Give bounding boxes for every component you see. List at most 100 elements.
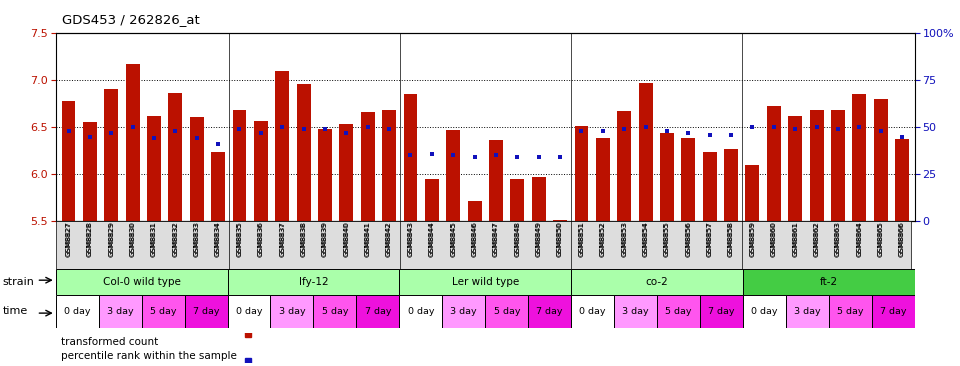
Bar xyxy=(142,295,184,328)
Text: 7 day: 7 day xyxy=(537,307,563,315)
Text: Col-0 wild type: Col-0 wild type xyxy=(103,277,180,287)
Text: GSM8857: GSM8857 xyxy=(707,221,712,257)
Text: GSM8862: GSM8862 xyxy=(813,223,820,257)
Bar xyxy=(105,89,118,221)
Bar xyxy=(126,64,139,221)
Bar xyxy=(190,117,204,221)
Text: 5 day: 5 day xyxy=(665,307,692,315)
Bar xyxy=(318,129,332,221)
Bar xyxy=(271,295,314,328)
Bar xyxy=(253,120,268,221)
Text: GSM8830: GSM8830 xyxy=(130,221,135,257)
Text: ft-2: ft-2 xyxy=(820,277,838,287)
Text: GSM8865: GSM8865 xyxy=(877,221,884,257)
Bar xyxy=(489,141,503,221)
Text: GSM8856: GSM8856 xyxy=(685,221,691,257)
Text: 3 day: 3 day xyxy=(794,307,821,315)
Text: 3 day: 3 day xyxy=(278,307,305,315)
Bar xyxy=(468,201,482,221)
Text: GSM8853: GSM8853 xyxy=(621,223,627,257)
Bar xyxy=(743,269,915,295)
Bar xyxy=(614,295,658,328)
Bar xyxy=(895,139,909,221)
Text: GSM8844: GSM8844 xyxy=(429,223,435,257)
Bar xyxy=(61,101,76,221)
Text: GSM8864: GSM8864 xyxy=(856,221,862,257)
Text: GSM8863: GSM8863 xyxy=(835,221,841,257)
Bar xyxy=(184,295,228,328)
Bar xyxy=(228,295,271,328)
Bar xyxy=(767,107,780,221)
Bar xyxy=(83,122,97,221)
Text: GSM8861: GSM8861 xyxy=(792,221,798,257)
Text: GSM8849: GSM8849 xyxy=(536,223,541,257)
Bar xyxy=(829,295,872,328)
Bar xyxy=(168,93,182,221)
Bar xyxy=(831,110,845,221)
Text: GSM8844: GSM8844 xyxy=(429,221,435,257)
Text: GSM8829: GSM8829 xyxy=(108,221,114,257)
Text: GSM8861: GSM8861 xyxy=(792,223,798,257)
Text: GSM8833: GSM8833 xyxy=(194,221,200,257)
Bar xyxy=(809,110,824,221)
Text: GSM8847: GSM8847 xyxy=(493,223,499,257)
Bar xyxy=(446,130,460,221)
Text: GSM8835: GSM8835 xyxy=(236,221,243,257)
Bar xyxy=(638,83,653,221)
Text: 0 day: 0 day xyxy=(408,307,434,315)
Bar xyxy=(340,124,353,221)
Text: GSM8842: GSM8842 xyxy=(386,221,392,257)
Text: GSM8852: GSM8852 xyxy=(600,223,606,257)
Bar xyxy=(617,111,631,221)
Text: 0 day: 0 day xyxy=(580,307,606,315)
Text: GSM8858: GSM8858 xyxy=(728,221,734,257)
Text: GSM8859: GSM8859 xyxy=(750,223,756,257)
Text: GSM8836: GSM8836 xyxy=(258,221,264,257)
Text: GSM8834: GSM8834 xyxy=(215,221,221,257)
Bar xyxy=(276,71,289,221)
Bar xyxy=(874,99,888,221)
Text: GSM8866: GSM8866 xyxy=(900,223,905,257)
Text: co-2: co-2 xyxy=(646,277,668,287)
Text: GSM8827: GSM8827 xyxy=(65,221,71,257)
Text: GSM8841: GSM8841 xyxy=(365,223,371,257)
Bar xyxy=(232,110,247,221)
Text: GSM8827: GSM8827 xyxy=(65,223,71,257)
Text: GSM8854: GSM8854 xyxy=(642,223,649,257)
Text: GSM8832: GSM8832 xyxy=(173,223,179,257)
Bar xyxy=(852,94,866,221)
Text: GSM8833: GSM8833 xyxy=(194,223,200,257)
Bar xyxy=(399,269,571,295)
Text: GSM8839: GSM8839 xyxy=(322,223,328,257)
Text: GSM8848: GSM8848 xyxy=(515,221,520,257)
Text: GSM8849: GSM8849 xyxy=(536,221,541,257)
Text: GSM8840: GSM8840 xyxy=(344,221,349,257)
Text: GSM8859: GSM8859 xyxy=(750,221,756,257)
Bar xyxy=(56,269,228,295)
Text: GSM8856: GSM8856 xyxy=(685,223,691,257)
Text: GSM8842: GSM8842 xyxy=(386,223,392,257)
Text: 5 day: 5 day xyxy=(837,307,864,315)
Bar xyxy=(56,295,99,328)
Text: GSM8835: GSM8835 xyxy=(236,223,243,257)
Text: GSM8863: GSM8863 xyxy=(835,223,841,257)
Text: 3 day: 3 day xyxy=(450,307,477,315)
Bar xyxy=(703,152,717,221)
Text: GSM8848: GSM8848 xyxy=(515,223,520,257)
Text: strain: strain xyxy=(3,277,35,287)
Bar xyxy=(511,179,524,221)
Text: lfy-12: lfy-12 xyxy=(299,277,328,287)
Text: 0 day: 0 day xyxy=(64,307,90,315)
Text: GSM8858: GSM8858 xyxy=(728,223,734,257)
Text: 5 day: 5 day xyxy=(493,307,520,315)
Text: GSM8853: GSM8853 xyxy=(621,221,627,257)
Text: GSM8838: GSM8838 xyxy=(300,221,306,257)
Bar xyxy=(657,295,700,328)
Text: GSM8837: GSM8837 xyxy=(279,221,285,257)
Text: GSM8828: GSM8828 xyxy=(86,221,93,257)
Text: GSM8832: GSM8832 xyxy=(173,221,179,257)
Text: 3 day: 3 day xyxy=(107,307,133,315)
Bar xyxy=(228,269,399,295)
Bar xyxy=(682,138,695,221)
Bar xyxy=(356,295,399,328)
